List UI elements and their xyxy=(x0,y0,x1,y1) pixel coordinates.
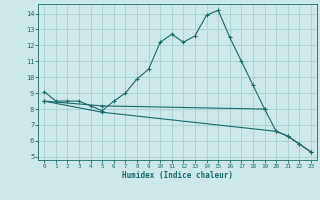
X-axis label: Humidex (Indice chaleur): Humidex (Indice chaleur) xyxy=(122,171,233,180)
